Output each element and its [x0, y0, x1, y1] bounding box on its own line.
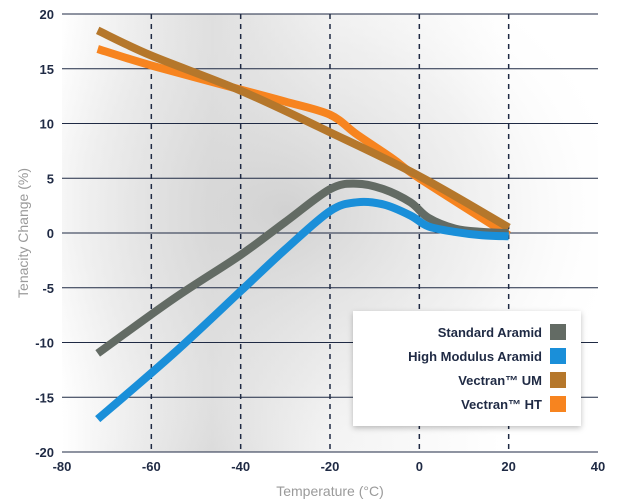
- x-tick-label: -20: [321, 459, 340, 474]
- legend: Standard Aramid High Modulus Aramid Vectra…: [353, 311, 581, 426]
- y-tick-label: 20: [40, 7, 54, 22]
- x-tick-label: -40: [231, 459, 250, 474]
- legend-label: Vectran™ UM: [458, 373, 542, 388]
- y-axis-title: Tenacity Change (%): [15, 168, 31, 298]
- x-tick-label: -80: [53, 459, 72, 474]
- y-tick-label: 5: [47, 171, 54, 186]
- series-line-high-modulus-aramid: [95, 197, 509, 423]
- x-axis-title: Temperature (°C): [276, 483, 384, 499]
- legend-label: Standard Aramid: [438, 325, 542, 340]
- legend-box: [353, 311, 581, 426]
- x-tick-label: 0: [416, 459, 423, 474]
- y-tick-label: -20: [35, 445, 54, 460]
- y-tick-label: 15: [40, 62, 54, 77]
- legend-swatch: [550, 396, 566, 412]
- x-tick-label: -60: [142, 459, 161, 474]
- y-tick-label: -15: [35, 390, 54, 405]
- series-line-vectran-um: [95, 26, 511, 231]
- y-tick-label: -5: [42, 281, 54, 296]
- y-tick-label: -10: [35, 336, 54, 351]
- legend-label: Vectran™ HT: [461, 397, 542, 412]
- x-tick-label: 40: [591, 459, 605, 474]
- series-lines: [95, 26, 511, 423]
- legend-swatch: [550, 324, 566, 340]
- y-tick-label: 10: [40, 117, 54, 132]
- y-tick-label: 0: [47, 226, 54, 241]
- legend-label: High Modulus Aramid: [408, 349, 542, 364]
- legend-swatch: [550, 372, 566, 388]
- legend-swatch: [550, 348, 566, 364]
- x-tick-label: 20: [501, 459, 515, 474]
